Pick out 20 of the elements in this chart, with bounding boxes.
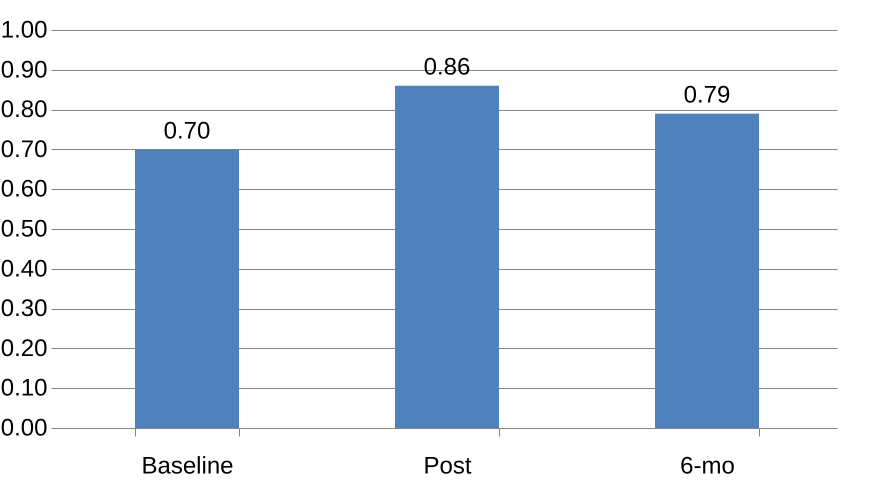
- y-tick-label: 0.00: [0, 414, 48, 442]
- bar: [395, 86, 499, 428]
- bar: [135, 149, 239, 428]
- y-tick-label: 0.70: [0, 136, 48, 163]
- y-tick-label: 0.10: [0, 374, 48, 402]
- data-label: 0.86: [424, 54, 470, 81]
- x-tick-label: Post: [423, 452, 472, 480]
- y-tick-label: 0.60: [0, 176, 48, 203]
- y-tick-label: 1.00: [0, 16, 48, 44]
- y-tick-label: 0.50: [0, 216, 48, 242]
- x-tick-label: Baseline: [141, 452, 234, 480]
- y-tick-label: 0.90: [0, 56, 48, 84]
- x-tick-label: 6-mo: [680, 452, 735, 480]
- y-tick-label: 0.30: [0, 295, 48, 322]
- y-tick-label: 0.80: [0, 96, 48, 124]
- data-label: 0.70: [164, 117, 210, 144]
- data-label: 0.79: [684, 82, 730, 109]
- bar: [655, 114, 759, 428]
- y-tick-label: 0.20: [0, 334, 48, 362]
- y-tick-label: 0.40: [0, 255, 48, 282]
